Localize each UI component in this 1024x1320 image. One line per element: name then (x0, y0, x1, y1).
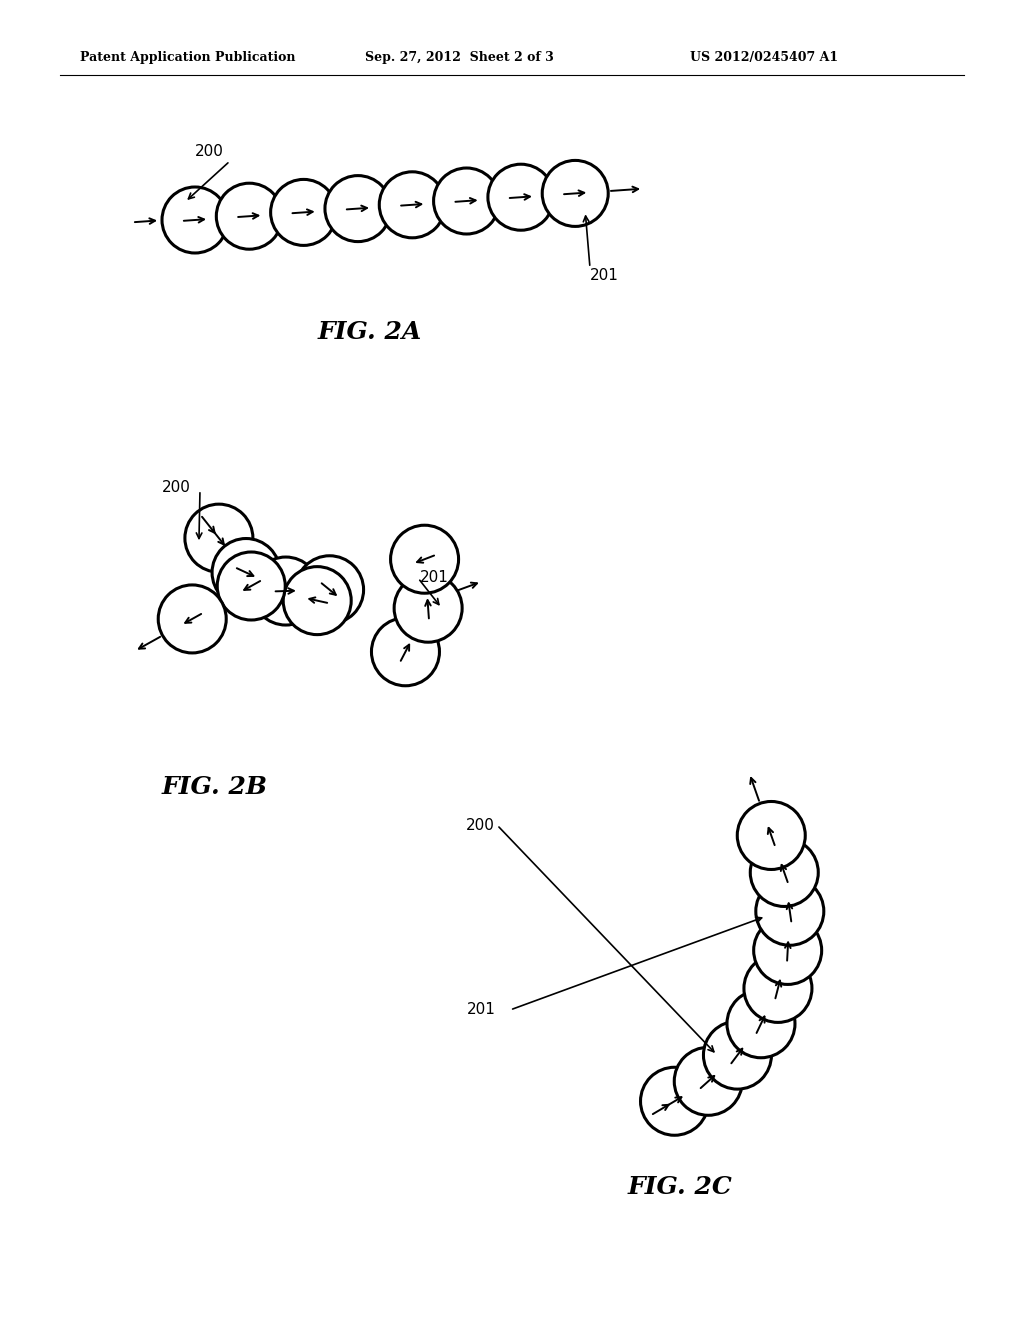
Circle shape (703, 1022, 771, 1089)
Circle shape (217, 552, 286, 620)
Text: US 2012/0245407 A1: US 2012/0245407 A1 (690, 51, 838, 65)
Circle shape (754, 916, 821, 985)
Circle shape (727, 990, 795, 1057)
Text: Sep. 27, 2012  Sheet 2 of 3: Sep. 27, 2012 Sheet 2 of 3 (365, 51, 554, 65)
Circle shape (641, 1068, 709, 1135)
Text: 201: 201 (467, 1002, 496, 1018)
Circle shape (284, 566, 351, 635)
Circle shape (751, 838, 818, 907)
Text: FIG. 2B: FIG. 2B (162, 775, 268, 799)
Circle shape (390, 525, 459, 593)
Text: Patent Application Publication: Patent Application Publication (80, 51, 296, 65)
Circle shape (270, 180, 337, 246)
Circle shape (756, 878, 824, 945)
Circle shape (162, 187, 228, 253)
Circle shape (744, 954, 812, 1023)
Circle shape (737, 801, 805, 870)
Circle shape (379, 172, 445, 238)
Circle shape (674, 1047, 742, 1115)
Text: FIG. 2A: FIG. 2A (317, 319, 422, 345)
Circle shape (216, 183, 283, 249)
Circle shape (543, 161, 608, 227)
Circle shape (159, 585, 226, 653)
Circle shape (185, 504, 253, 572)
Text: 201: 201 (420, 570, 449, 586)
Text: FIG. 2C: FIG. 2C (628, 1175, 732, 1199)
Circle shape (296, 556, 364, 624)
Text: 200: 200 (195, 144, 224, 160)
Circle shape (394, 574, 462, 643)
Text: 201: 201 (590, 268, 618, 282)
Circle shape (372, 618, 439, 686)
Circle shape (487, 164, 554, 230)
Text: 200: 200 (162, 479, 190, 495)
Circle shape (212, 539, 281, 606)
Circle shape (433, 168, 500, 234)
Circle shape (252, 557, 319, 626)
Text: 200: 200 (466, 817, 495, 833)
Circle shape (325, 176, 391, 242)
